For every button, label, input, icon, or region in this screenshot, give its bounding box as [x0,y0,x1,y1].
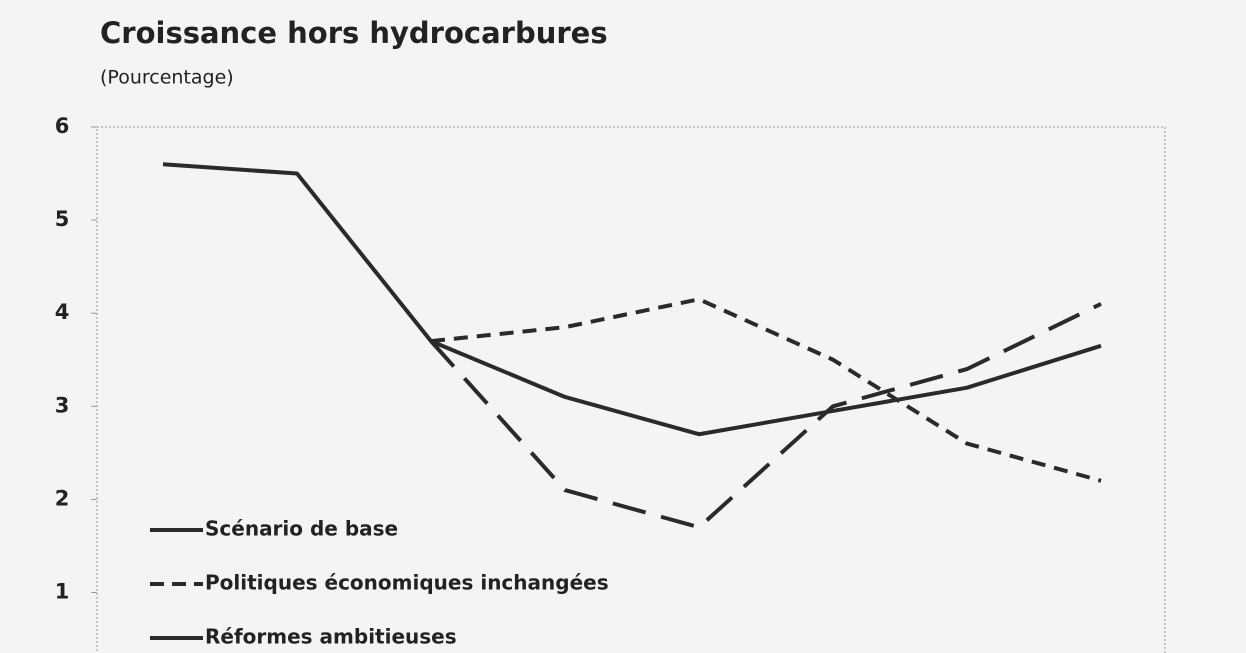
y-tick-label: 6 [55,114,70,138]
chart-title: Croissance hors hydrocarbures [100,16,608,50]
legend-label: Scénario de base [205,517,398,541]
y-tick-label: 3 [55,393,70,417]
series-line [162,162,1102,437]
y-tick-label: 2 [55,486,70,510]
y-tick-label: 4 [55,300,70,324]
chart-subtitle: (Pourcentage) [100,67,234,89]
y-tick-label: 5 [55,207,70,231]
series-line [430,297,1102,483]
legend-label: Réformes ambitieuses [205,625,457,649]
y-tick-label: 1 [55,579,70,603]
series-line [429,302,1102,530]
plot-frame [96,126,1166,653]
legend-label: Politiques économiques inchangées [205,571,609,595]
